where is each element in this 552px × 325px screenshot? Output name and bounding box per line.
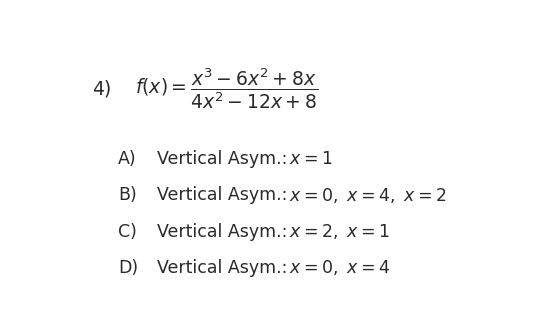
Text: $f(x) = \dfrac{x^3 - 6x^2 + 8x}{4x^2 - 12x + 8}$: $f(x) = \dfrac{x^3 - 6x^2 + 8x}{4x^2 - 1… — [135, 67, 319, 111]
Text: Vertical Asym.:: Vertical Asym.: — [157, 223, 287, 241]
Text: B): B) — [118, 187, 137, 204]
Text: Vertical Asym.:: Vertical Asym.: — [157, 150, 287, 168]
Text: Vertical Asym.:: Vertical Asym.: — [157, 187, 287, 204]
Text: A): A) — [118, 150, 137, 168]
Text: $x = 0,\ x = 4,\ x = 2$: $x = 0,\ x = 4,\ x = 2$ — [289, 186, 447, 205]
Text: 4): 4) — [93, 80, 112, 98]
Text: D): D) — [118, 259, 139, 277]
Text: C): C) — [118, 223, 137, 241]
Text: $x = 0,\ x = 4$: $x = 0,\ x = 4$ — [289, 258, 391, 278]
Text: Vertical Asym.:: Vertical Asym.: — [157, 259, 287, 277]
Text: $x = 2,\ x = 1$: $x = 2,\ x = 1$ — [289, 222, 390, 241]
Text: $x = 1$: $x = 1$ — [289, 150, 333, 168]
